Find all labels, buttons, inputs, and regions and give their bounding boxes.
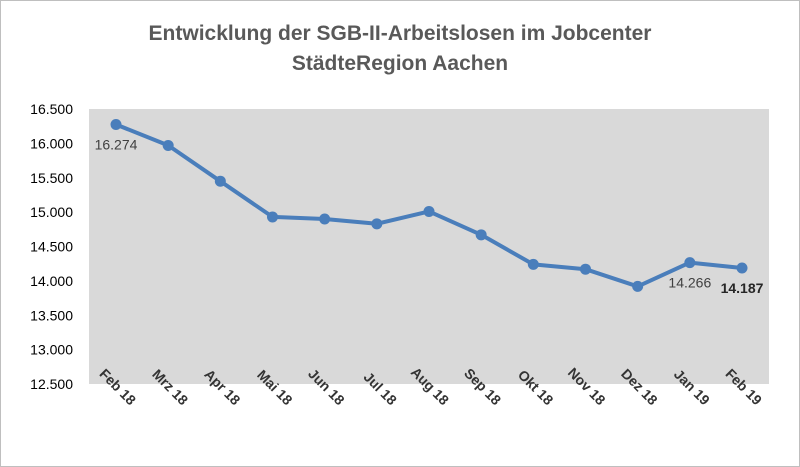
data-point — [684, 257, 696, 269]
y-axis: 12.500 13.000 13.500 14.000 14.500 15.000 15.5… — [30, 101, 73, 392]
y-tick-label: 13.000 — [30, 342, 73, 358]
y-tick-label: 12.500 — [30, 376, 73, 392]
data-points — [110, 119, 748, 292]
y-tick-label: 16.500 — [30, 101, 73, 117]
chart-title: Entwicklung der SGB-II-Arbeitslosen im J… — [1, 19, 799, 79]
y-tick-label: 15.000 — [30, 204, 73, 220]
data-point — [736, 262, 748, 274]
data-label: 14.266 — [668, 275, 711, 291]
data-label: 16.274 — [95, 137, 138, 153]
data-point — [580, 263, 591, 275]
data-label: 14.187 — [721, 280, 764, 296]
y-tick-label: 16.000 — [30, 135, 73, 151]
plot-area — [89, 109, 769, 384]
y-tick-label: 14.500 — [30, 239, 73, 255]
data-point — [475, 229, 487, 241]
y-tick-label: 13.500 — [30, 307, 73, 323]
data-labels: 16.274 14.266 14.187 — [95, 137, 764, 296]
data-point — [162, 139, 174, 151]
data-point — [214, 175, 226, 187]
data-point — [527, 258, 539, 270]
data-point — [110, 119, 122, 131]
y-tick-label: 15.500 — [30, 170, 73, 186]
data-point — [632, 280, 644, 292]
data-point — [371, 218, 383, 230]
y-tick-label: 14.000 — [30, 273, 73, 289]
chart-title-line-1: Entwicklung der SGB-II-Arbeitslosen im J… — [148, 22, 652, 45]
data-point — [319, 213, 331, 225]
data-point — [423, 205, 435, 217]
data-point — [267, 211, 278, 223]
chart-title-line-2: StädteRegion Aachen — [291, 52, 509, 75]
